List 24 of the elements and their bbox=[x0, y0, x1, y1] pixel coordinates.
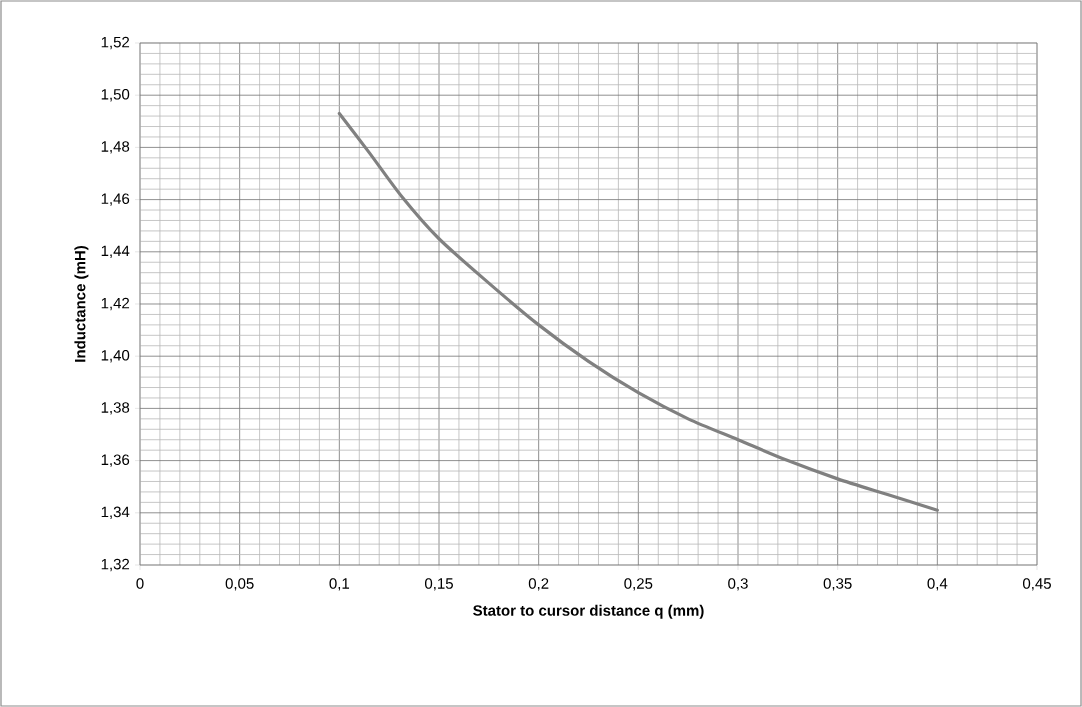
x-tick-label: 0,25 bbox=[624, 578, 653, 591]
x-tick-label: 0,45 bbox=[1023, 578, 1051, 591]
x-tick-label: 0,3 bbox=[728, 578, 748, 591]
y-tick-label: 1,34 bbox=[101, 506, 130, 519]
y-tick-label: 1,38 bbox=[101, 402, 130, 415]
y-tick-label: 1,42 bbox=[101, 297, 130, 311]
line-series bbox=[337, 111, 939, 512]
y-axis-title: Inductance (mH) bbox=[74, 246, 89, 362]
y-tick-label: 1,40 bbox=[101, 350, 130, 363]
x-tick-label: 0,4 bbox=[927, 578, 948, 591]
y-tick-label: 1,48 bbox=[101, 141, 130, 154]
x-tick-label: 0,35 bbox=[823, 578, 852, 591]
y-tick-label: 1,44 bbox=[101, 245, 130, 258]
y-tick-label: 1,50 bbox=[101, 89, 130, 102]
y-tick-label: 1,46 bbox=[101, 193, 130, 206]
x-tick-label: 0,05 bbox=[225, 578, 254, 591]
x-tick-label: 0 bbox=[136, 578, 144, 589]
y-tick-label: 1,36 bbox=[101, 454, 130, 467]
x-tick-label: 0,1 bbox=[329, 578, 350, 591]
x-tick-label: 0,2 bbox=[528, 578, 549, 591]
y-tick-label: 1,52 bbox=[101, 36, 130, 50]
x-tick-label: 0,15 bbox=[425, 578, 453, 591]
y-tick-label: 1,32 bbox=[101, 558, 130, 572]
x-axis-title: Stator to cursor distance q (mm) bbox=[473, 604, 704, 619]
